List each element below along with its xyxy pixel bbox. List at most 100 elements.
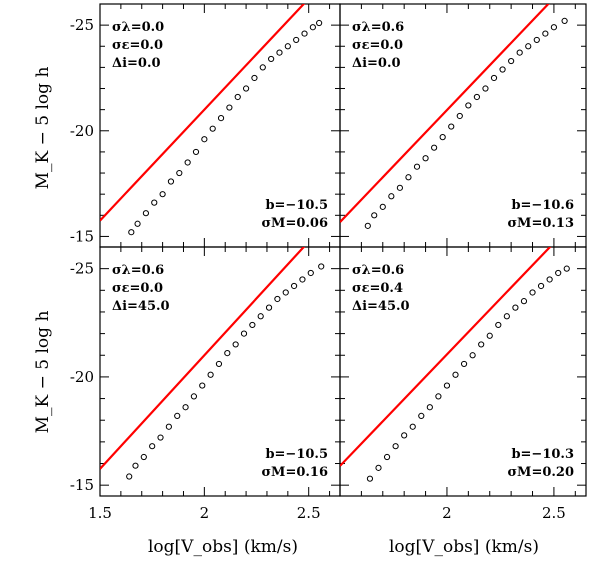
data-point xyxy=(563,265,570,272)
data-point xyxy=(134,220,141,227)
y-tick-label: -20 xyxy=(70,122,94,140)
y-tick-label: -15 xyxy=(70,227,94,245)
data-point xyxy=(448,123,455,130)
data-point xyxy=(318,263,325,270)
data-point xyxy=(126,473,133,480)
data-point xyxy=(520,298,528,305)
param-label: σλ=0.0 xyxy=(112,20,164,35)
fit-slope-label: b=−10.3 xyxy=(511,447,574,462)
param-label: Δi=45.0 xyxy=(112,299,170,314)
scatter-label: σM=0.06 xyxy=(261,216,328,231)
data-point xyxy=(431,144,438,151)
data-point xyxy=(259,64,266,71)
data-point xyxy=(439,134,446,141)
fit-slope-label: b=−10.5 xyxy=(265,447,328,462)
fit-slope-label: b=−10.5 xyxy=(265,198,328,213)
data-point xyxy=(201,136,208,143)
panels: -15 -20 -25 σλ=0.0 σε=0.0 Δi=0.0 b=−10.5 σM=0.0… xyxy=(70,3,587,522)
data-point xyxy=(422,155,429,162)
param-label: σε=0.0 xyxy=(112,281,163,296)
data-point xyxy=(224,349,231,357)
data-point xyxy=(383,453,391,461)
data-point xyxy=(388,193,395,200)
data-point xyxy=(226,104,233,111)
data-point xyxy=(426,404,433,411)
data-point xyxy=(503,313,510,320)
data-point xyxy=(157,434,164,441)
data-point xyxy=(290,282,298,290)
param-label: σλ=0.6 xyxy=(352,263,404,278)
data-point xyxy=(159,191,166,198)
data-point xyxy=(469,352,476,359)
ylabel-bottom: M_K − 5 log h xyxy=(33,311,53,434)
data-point xyxy=(190,393,198,400)
data-point xyxy=(516,49,523,56)
panel-1: -15 -20 -25 σλ=0.0 σε=0.0 Δi=0.0 b=−10.5 σM=0.0… xyxy=(70,3,341,248)
data-point xyxy=(151,199,158,206)
data-point xyxy=(184,159,191,166)
panel-plot-area xyxy=(100,247,325,480)
data-point xyxy=(435,393,442,400)
param-label: σε=0.4 xyxy=(352,281,403,296)
data-point xyxy=(555,269,562,277)
data-point xyxy=(232,341,239,348)
data-point xyxy=(486,332,493,339)
data-point xyxy=(149,443,156,450)
data-point xyxy=(465,102,472,109)
data-point xyxy=(499,66,506,73)
data-point xyxy=(473,93,481,101)
panel-3: -15 -20 -25 1.5 2 2.5 σλ=0.6 σε=0.0 Δi=45.0 b=−10… xyxy=(70,246,341,522)
y-tick-label: -15 xyxy=(70,476,94,494)
data-point xyxy=(371,212,378,219)
data-point xyxy=(490,74,498,82)
panel-plot-area xyxy=(100,4,323,236)
data-point xyxy=(307,269,314,277)
data-point xyxy=(392,443,399,450)
data-point xyxy=(299,276,306,283)
data-point xyxy=(199,382,206,389)
fit-line xyxy=(340,247,552,467)
data-point xyxy=(460,360,468,368)
data-point xyxy=(249,321,256,329)
data-point xyxy=(316,19,323,27)
data-point xyxy=(209,125,216,132)
data-point xyxy=(409,423,416,430)
data-point xyxy=(561,17,568,25)
data-point xyxy=(251,74,258,82)
panel-frame xyxy=(339,246,587,497)
data-point xyxy=(482,85,489,92)
param-label: σλ=0.6 xyxy=(112,263,164,278)
data-point xyxy=(128,229,135,236)
data-point xyxy=(452,371,459,378)
data-point xyxy=(274,295,281,303)
data-point xyxy=(174,412,181,419)
data-point xyxy=(268,55,275,63)
data-point xyxy=(495,321,502,329)
data-point xyxy=(413,163,421,170)
y-tick-label: -20 xyxy=(70,368,94,386)
param-label: Δi=0.0 xyxy=(112,56,161,71)
data-point xyxy=(240,330,248,337)
data-point xyxy=(546,276,553,283)
data-point xyxy=(379,203,386,210)
data-point xyxy=(401,432,408,439)
param-label: Δi=45.0 xyxy=(352,299,410,314)
fit-line xyxy=(100,4,306,222)
data-point xyxy=(284,43,291,50)
data-point xyxy=(525,43,532,50)
xlabel-right: log[V_obs] (km/s) xyxy=(389,537,539,557)
x-tick-label: 2 xyxy=(442,504,452,522)
data-point xyxy=(478,341,485,348)
param-label: σε=0.0 xyxy=(112,38,163,53)
data-point xyxy=(533,36,540,44)
data-point xyxy=(542,30,549,37)
data-point xyxy=(282,289,289,296)
fit-line xyxy=(340,4,550,223)
data-point xyxy=(309,24,316,31)
param-label: σε=0.0 xyxy=(352,38,403,53)
data-point xyxy=(508,57,515,65)
x-tick-label: 1.5 xyxy=(88,504,112,522)
data-point xyxy=(276,49,283,56)
fit-slope-label: b=−10.6 xyxy=(511,198,574,213)
